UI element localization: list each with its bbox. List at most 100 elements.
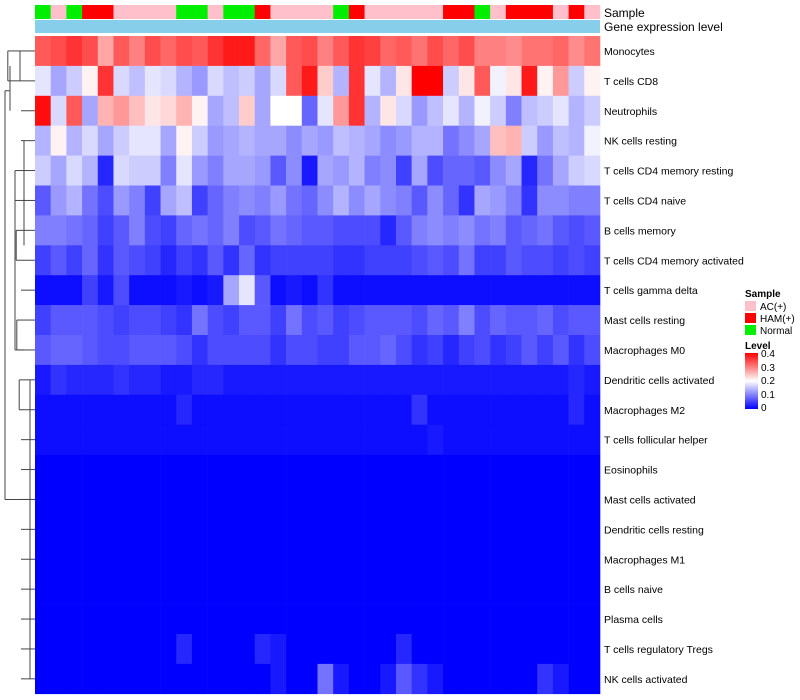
- heatmap-cell: [191, 454, 208, 485]
- heatmap-cell: [505, 95, 522, 126]
- heatmap-cell: [144, 634, 161, 665]
- sample-annotation-cell: [82, 5, 99, 19]
- heatmap-cell: [270, 454, 287, 485]
- heatmap-cell: [380, 574, 397, 605]
- sample-annotation-cell: [113, 5, 130, 19]
- heatmap-cell: [411, 245, 428, 276]
- heatmap-cell: [239, 604, 256, 635]
- heatmap-cell: [474, 155, 491, 186]
- heatmap-cell: [364, 275, 381, 306]
- heatmap-cell: [223, 95, 240, 126]
- heatmap-cell: [584, 604, 601, 635]
- heatmap-cell: [552, 663, 569, 695]
- heatmap-cell: [50, 394, 67, 425]
- heatmap-cell: [113, 215, 130, 246]
- heatmap-cell: [113, 484, 130, 515]
- heatmap-cell: [380, 634, 397, 665]
- heatmap-cell: [317, 95, 334, 126]
- heatmap-cell: [35, 275, 51, 306]
- heatmap-cell: [568, 185, 585, 216]
- heatmap-cell: [427, 663, 444, 695]
- heatmap-cell: [505, 484, 522, 515]
- heatmap-cell: [176, 634, 193, 665]
- heatmap-cell: [458, 514, 475, 545]
- heatmap-cell: [301, 185, 318, 216]
- heatmap-cell: [191, 604, 208, 635]
- heatmap-cell: [50, 185, 67, 216]
- heatmap-cell: [348, 424, 365, 455]
- sample-annotation-cell: [443, 5, 460, 19]
- heatmap-cell: [160, 364, 177, 396]
- heatmap-cell: [254, 604, 271, 635]
- heatmap-cell: [317, 634, 334, 665]
- heatmap-cell: [427, 305, 444, 336]
- heatmap-cell: [191, 185, 208, 216]
- sample-annotation-cell: [317, 5, 334, 19]
- heatmap-cell: [66, 65, 83, 97]
- heatmap-cell: [537, 65, 554, 97]
- heatmap-cell: [490, 484, 507, 515]
- heatmap-cell: [113, 65, 130, 97]
- heatmap-cell: [411, 574, 428, 605]
- heatmap-cell: [35, 424, 51, 455]
- heatmap-cell: [521, 65, 538, 97]
- heatmap-cell: [443, 185, 460, 216]
- heatmap-cell: [270, 305, 287, 336]
- heatmap-cell: [66, 155, 83, 186]
- row-label: Mast cells activated: [604, 494, 696, 506]
- heatmap-cell: [160, 394, 177, 425]
- heatmap-cell: [348, 574, 365, 605]
- heatmap-cell: [521, 335, 538, 366]
- heatmap-cell: [505, 394, 522, 425]
- heatmap-cell: [97, 125, 114, 156]
- heatmap-cell: [333, 95, 350, 126]
- heatmap-cell: [537, 634, 554, 665]
- heatmap-cell: [176, 245, 193, 276]
- heatmap-cell: [144, 275, 161, 306]
- heatmap-cell: [97, 604, 114, 635]
- heatmap-cell: [113, 305, 130, 336]
- heatmap-cell: [348, 634, 365, 665]
- sample-legend-title: Sample: [745, 289, 781, 300]
- heatmap-cell: [35, 215, 51, 246]
- heatmap-cell: [474, 335, 491, 366]
- heatmap-cell: [207, 454, 224, 485]
- heatmap-cell: [568, 125, 585, 156]
- heatmap-cell: [160, 574, 177, 605]
- heatmap-cell: [223, 484, 240, 515]
- heatmap-cell: [584, 574, 601, 605]
- heatmap-cell: [301, 634, 318, 665]
- heatmap-cell: [301, 305, 318, 336]
- heatmap-cell: [50, 245, 67, 276]
- heatmap-cell: [129, 215, 146, 246]
- heatmap-cell: [270, 424, 287, 455]
- heatmap-cell: [395, 604, 412, 635]
- heatmap-cell: [191, 245, 208, 276]
- heatmap-cell: [176, 454, 193, 485]
- heatmap-cell: [144, 394, 161, 425]
- heatmap-cell: [160, 155, 177, 186]
- heatmap-cell: [191, 125, 208, 156]
- heatmap-cell: [176, 275, 193, 306]
- heatmap-cell: [333, 275, 350, 306]
- heatmap-cell: [537, 125, 554, 156]
- heatmap-cell: [50, 155, 67, 186]
- heatmap-cell: [537, 424, 554, 455]
- heatmap-cell: [584, 335, 601, 366]
- heatmap-cell: [427, 215, 444, 246]
- heatmap-cell: [443, 424, 460, 455]
- row-label: Eosinophils: [604, 465, 658, 477]
- heatmap-cell: [458, 364, 475, 396]
- heatmap-cell: [176, 604, 193, 635]
- heatmap-cell: [35, 544, 51, 575]
- heatmap-cell: [50, 663, 67, 695]
- heatmap-cell: [568, 663, 585, 695]
- heatmap-cell: [254, 484, 271, 515]
- level-tick-3: 0.1: [761, 390, 775, 401]
- heatmap-cell: [552, 514, 569, 545]
- heatmap-cell: [35, 454, 51, 485]
- heatmap-cell: [333, 544, 350, 575]
- heatmap-cell: [270, 185, 287, 216]
- heatmap-cell: [380, 65, 397, 97]
- heatmap-cell: [97, 364, 114, 396]
